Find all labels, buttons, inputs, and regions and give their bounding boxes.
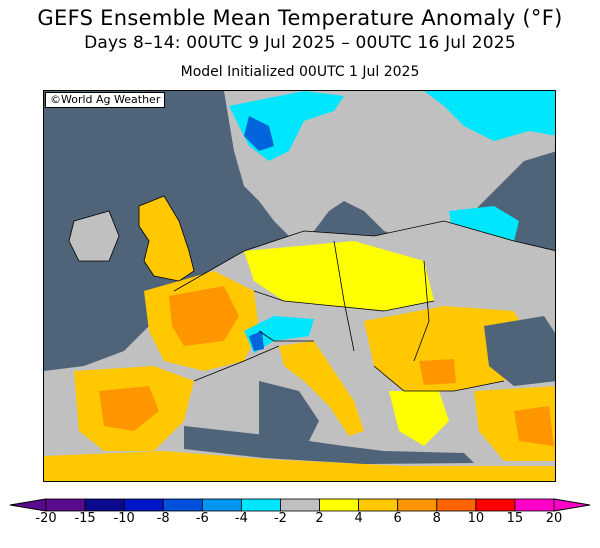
- colorbar-segment: [240, 498, 281, 512]
- very-cold-norway: [244, 116, 274, 151]
- map-title: GEFS Ensemble Mean Temperature Anomaly (…: [37, 6, 563, 30]
- colorbar-segment: [358, 498, 399, 512]
- country-borders: [68, 195, 555, 392]
- map-subtitle: Days 8–14: 00UTC 9 Jul 2025 – 00UTC 16 J…: [84, 33, 516, 53]
- colorbar-tick-label: -15: [74, 511, 96, 526]
- hot-turkey: [514, 406, 554, 446]
- warm-italy: [279, 341, 364, 436]
- colorbar-segment: [436, 498, 477, 512]
- colorbar-tick-label: 4: [354, 511, 363, 526]
- colorbar-segment: [201, 498, 242, 512]
- colorbar-segment: [475, 498, 516, 512]
- colorbar-tick-label: -2: [273, 511, 287, 526]
- colorbar-arrow-high: [553, 498, 591, 512]
- colorbar-tick-label: -6: [195, 511, 209, 526]
- colorbar-tick-label: 20: [545, 511, 563, 526]
- colorbar-segment: [319, 498, 360, 512]
- colorbar-tick-label: 2: [315, 511, 324, 526]
- very-cold-alps: [249, 331, 264, 351]
- anomaly-map: ©World Ag Weather: [43, 90, 556, 482]
- map-canvas: [44, 91, 555, 481]
- model-init-label: Model Initialized 00UTC 1 Jul 2025: [180, 64, 420, 80]
- colorbar-segment: [514, 498, 555, 512]
- hot-france: [169, 286, 239, 346]
- sea-mediterranean: [184, 426, 474, 464]
- colorbar-segment: [84, 498, 125, 512]
- warm-greece: [389, 391, 449, 446]
- colorbar-segment: [162, 498, 203, 512]
- colorbar-tick-label: 8: [432, 511, 441, 526]
- credit-label: ©World Ag Weather: [45, 92, 166, 108]
- land-ireland: [69, 211, 119, 261]
- colorbar-tick-label: 10: [467, 511, 485, 526]
- sea-tyrrhenian: [259, 381, 319, 451]
- colorbar: [9, 498, 591, 512]
- colorbar-segment: [45, 498, 86, 512]
- colorbar-arrow-low: [9, 498, 47, 512]
- land-britain: [139, 196, 194, 281]
- hot-iberia: [99, 386, 159, 431]
- cold-finland: [424, 91, 555, 141]
- colorbar-tick-label: -8: [156, 511, 170, 526]
- land-north-africa: [44, 451, 555, 481]
- hot-romania: [419, 359, 456, 385]
- colorbar-segment: [280, 498, 320, 512]
- sea-black: [484, 316, 555, 386]
- colorbar-tick-label: -20: [35, 511, 57, 526]
- colorbar-ticks: -20 -15 -10 -8 -6 -4 -2 2 4 6 8 10 15 20: [0, 511, 600, 531]
- colorbar-segment: [397, 498, 438, 512]
- colorbar-segment: [123, 498, 164, 512]
- colorbar-tick-label: -10: [113, 511, 135, 526]
- colorbar-tick-label: 6: [393, 511, 402, 526]
- warm-central: [244, 241, 434, 311]
- colorbar-tick-label: -4: [234, 511, 248, 526]
- colorbar-tick-label: 15: [506, 511, 524, 526]
